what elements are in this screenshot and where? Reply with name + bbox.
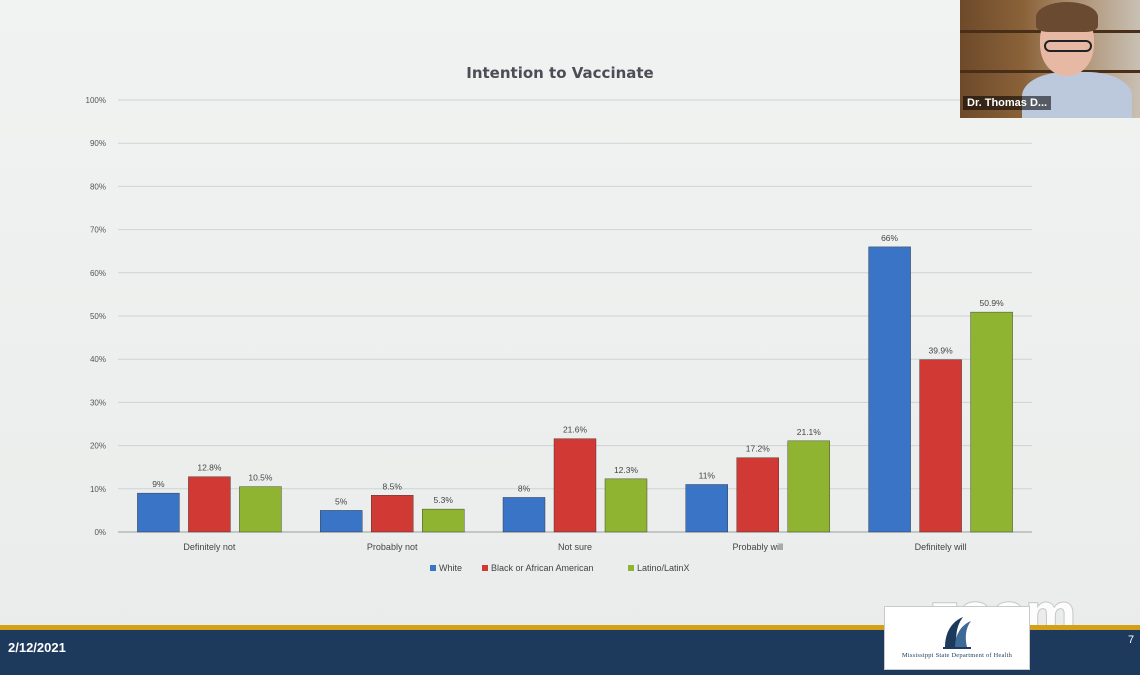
bar-value-label: 39.9% bbox=[929, 346, 954, 356]
bar bbox=[787, 440, 830, 533]
bar bbox=[604, 478, 648, 533]
msdh-logo: Mississippi State Department of Health bbox=[884, 606, 1030, 670]
y-tick-label: 70% bbox=[90, 226, 106, 235]
x-category-label: Definitely not bbox=[183, 542, 236, 552]
participant-glasses bbox=[1044, 40, 1092, 52]
chart-bars bbox=[137, 246, 1013, 533]
footer-accent-line bbox=[0, 625, 1140, 630]
legend-swatch bbox=[430, 565, 436, 571]
bar bbox=[188, 476, 231, 533]
y-tick-label: 30% bbox=[90, 398, 106, 407]
bar-value-label: 50.9% bbox=[980, 298, 1005, 308]
participant-shirt bbox=[1022, 72, 1132, 118]
x-category-label: Probably not bbox=[367, 542, 418, 552]
legend-swatch bbox=[628, 565, 634, 571]
data-labels: 9% 12.8% 10.5% 5% 8.5% 5.3% 8% 21.6% 12.3% 11% 17.… bbox=[152, 233, 1004, 507]
bar-value-label: 21.1% bbox=[797, 427, 822, 437]
y-tick-label: 100% bbox=[86, 96, 106, 105]
x-category-label: Probably will bbox=[733, 542, 784, 552]
slide-page-number: 7 bbox=[1128, 634, 1135, 646]
y-tick-label: 40% bbox=[90, 355, 106, 364]
y-tick-label: 90% bbox=[90, 139, 106, 148]
bar-value-label: 12.8% bbox=[197, 463, 222, 473]
y-tick-label: 60% bbox=[90, 269, 106, 278]
bar-value-label: 8% bbox=[518, 483, 531, 493]
bar bbox=[502, 497, 546, 533]
legend-swatch bbox=[482, 565, 488, 571]
x-axis-categories: Definitely not Probably not Not sure Probab… bbox=[183, 542, 966, 552]
legend-label: Black or African American bbox=[491, 563, 594, 573]
x-category-label: Not sure bbox=[558, 542, 592, 552]
bar bbox=[137, 492, 180, 533]
msdh-emblem-icon bbox=[943, 617, 971, 649]
bar-chart: Intention to Vaccinate 0% 10% 20% 30% 40% 50%… bbox=[86, 64, 1032, 573]
chart-legend: White Black or African American Latino/Lat… bbox=[430, 563, 690, 573]
bar-value-label: 11% bbox=[699, 470, 716, 480]
y-tick-label: 0% bbox=[94, 528, 106, 537]
bar bbox=[868, 246, 911, 533]
participant-hair bbox=[1036, 2, 1098, 32]
y-axis-ticks: 0% 10% 20% 30% 40% 50% 60% 70% 80% 90% 100% bbox=[86, 96, 106, 537]
participant-name-label: Dr. Thomas D... bbox=[963, 96, 1052, 110]
bar-value-label: 12.3% bbox=[614, 465, 639, 475]
slide-date: 2/12/2021 bbox=[8, 640, 66, 655]
bar-value-label: 17.2% bbox=[746, 444, 771, 454]
bar-value-label: 5% bbox=[335, 496, 348, 506]
y-tick-label: 80% bbox=[90, 182, 106, 191]
bar-value-label: 5.3% bbox=[434, 495, 454, 505]
bar-value-label: 10.5% bbox=[248, 473, 273, 483]
bar-value-label: 21.6% bbox=[563, 425, 588, 435]
msdh-logo-text: Mississippi State Department of Health bbox=[901, 652, 1013, 659]
bookshelf bbox=[960, 70, 1140, 73]
legend-label: Latino/LatinX bbox=[637, 563, 690, 573]
bar bbox=[239, 486, 282, 533]
bar bbox=[371, 495, 414, 533]
bar-value-label: 8.5% bbox=[383, 481, 403, 491]
bar-value-label: 9% bbox=[152, 479, 165, 489]
bar-value-label: 66% bbox=[881, 233, 898, 243]
bar bbox=[919, 359, 962, 533]
bar bbox=[736, 457, 779, 533]
bar bbox=[320, 510, 363, 533]
y-tick-label: 10% bbox=[90, 485, 106, 494]
bar bbox=[422, 508, 465, 533]
chart-title: Intention to Vaccinate bbox=[466, 64, 653, 82]
bar bbox=[970, 311, 1013, 533]
bar bbox=[553, 438, 597, 533]
y-tick-label: 20% bbox=[90, 442, 106, 451]
y-tick-label: 50% bbox=[90, 312, 106, 321]
x-category-label: Definitely will bbox=[915, 542, 967, 552]
participant-video-tile[interactable]: Dr. Thomas D... bbox=[960, 0, 1140, 118]
legend-label: White bbox=[439, 563, 462, 573]
bar bbox=[685, 484, 728, 533]
